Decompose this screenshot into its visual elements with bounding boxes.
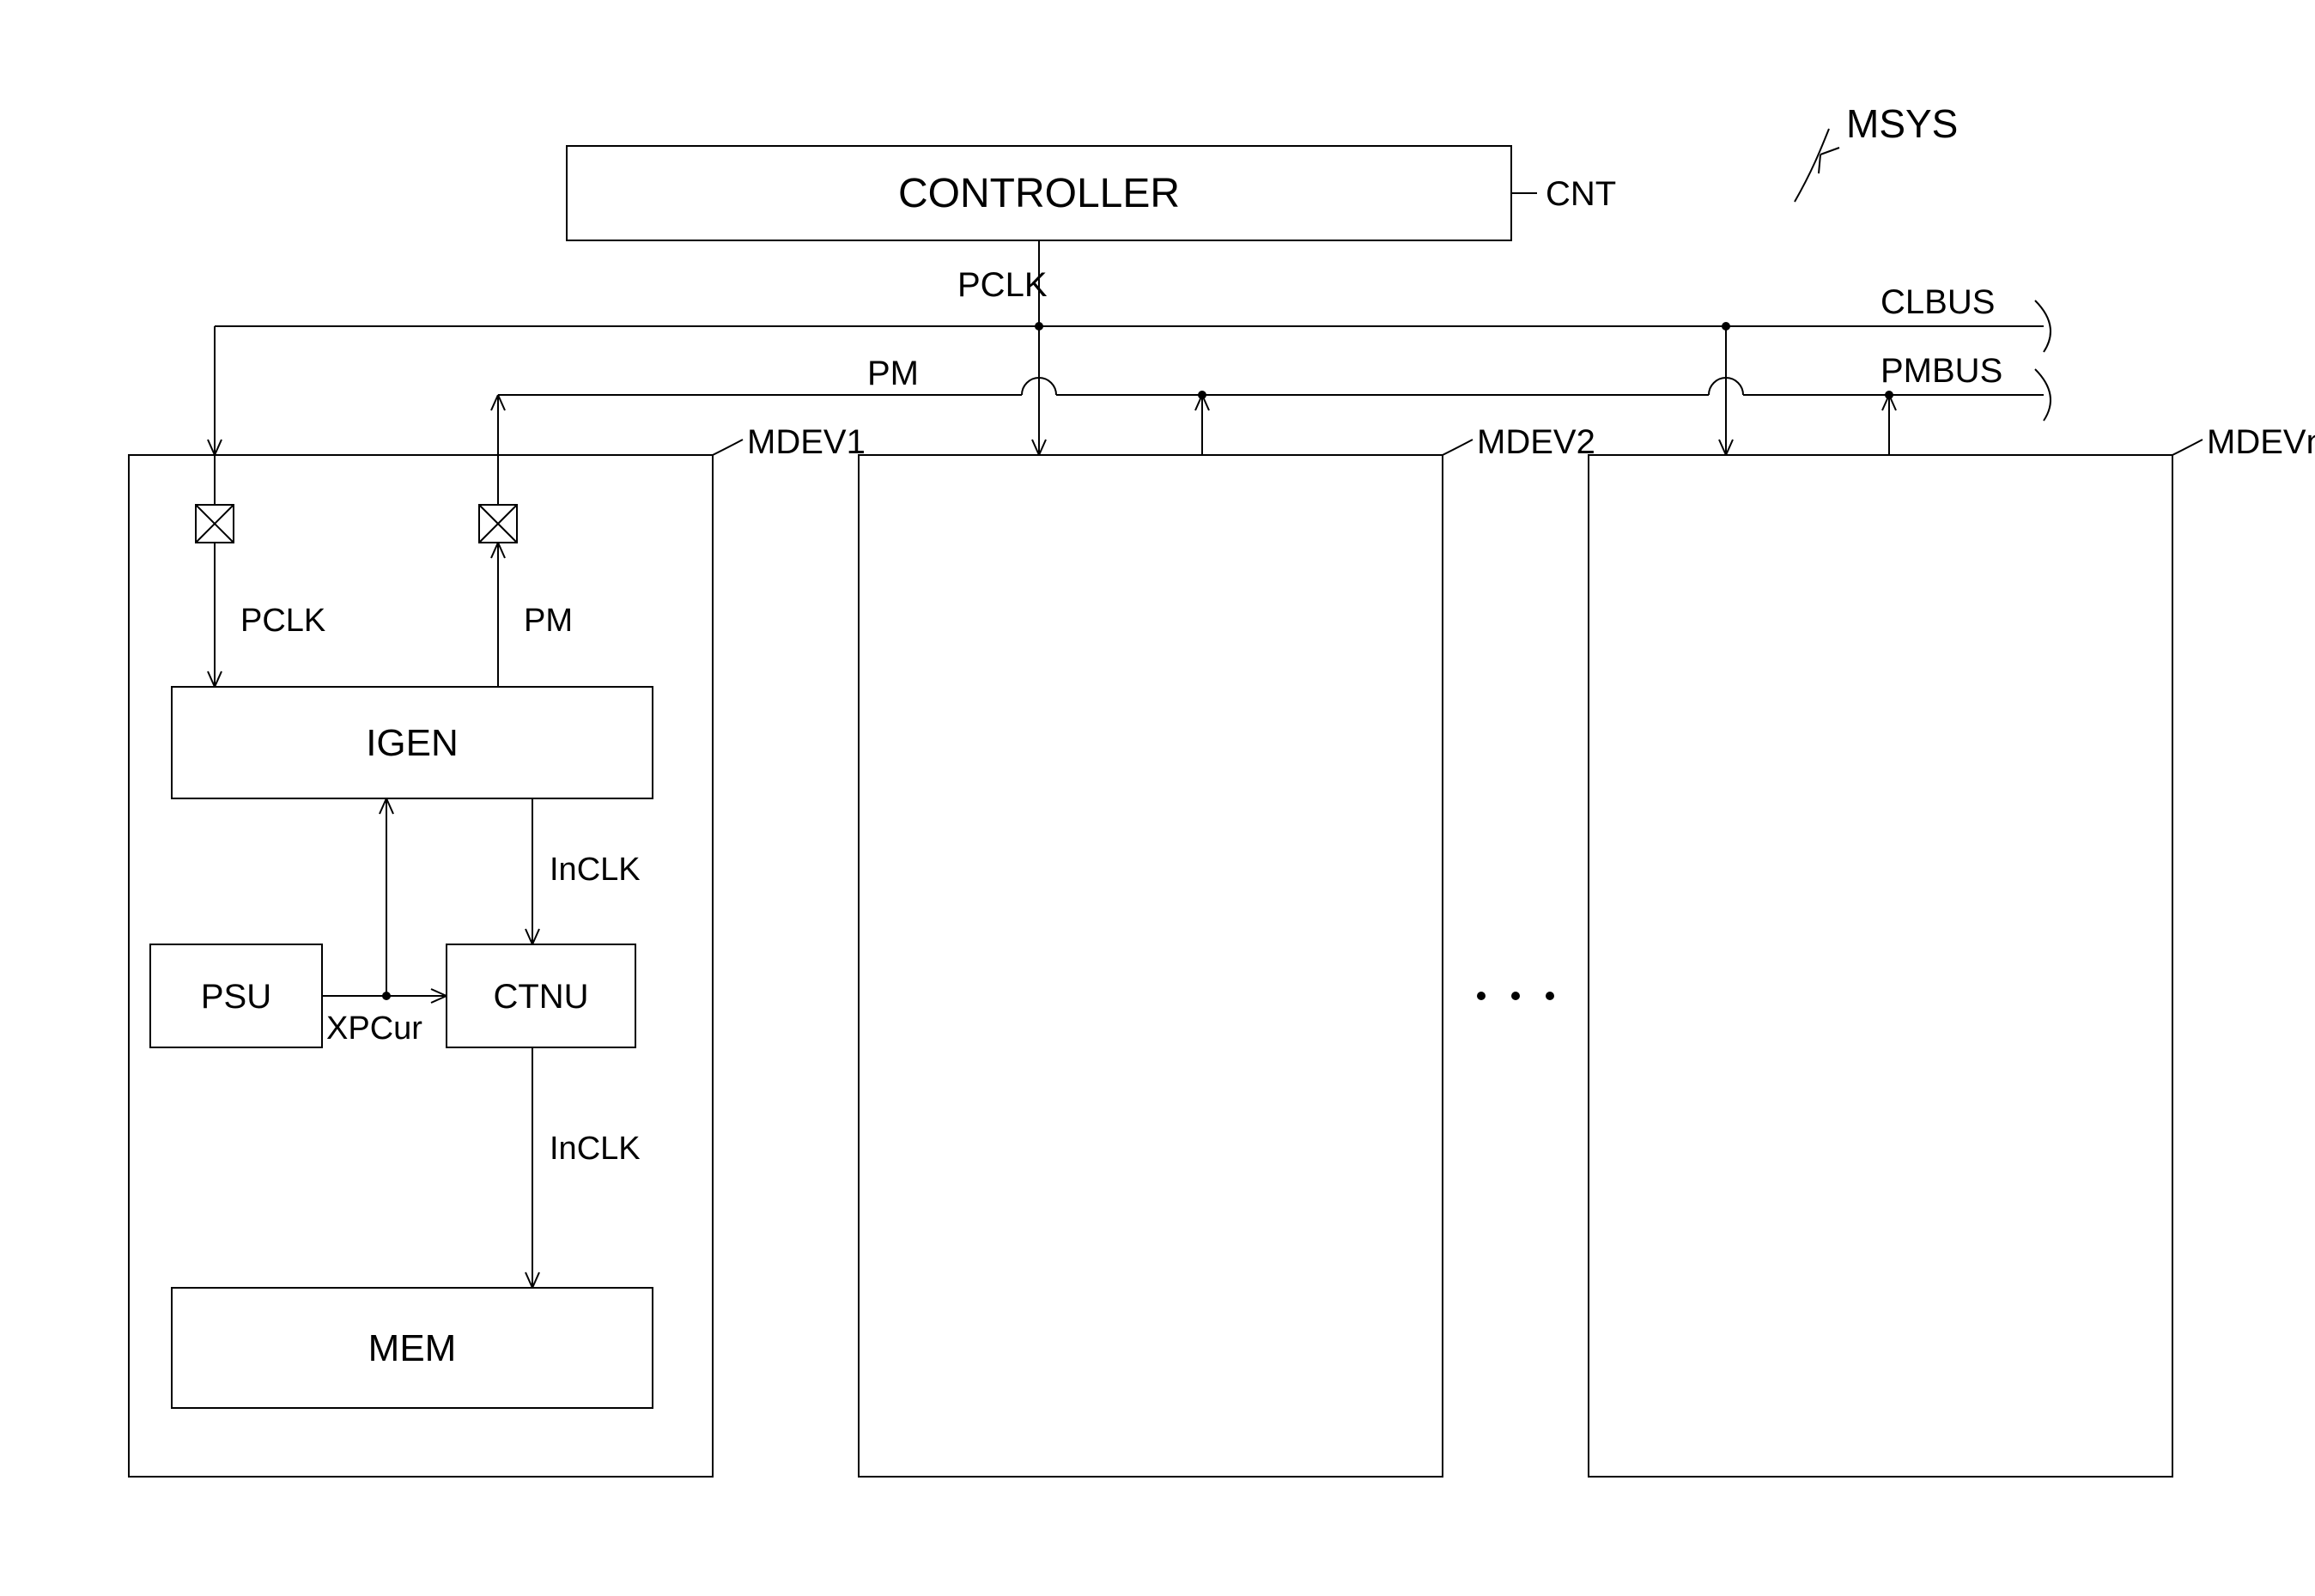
pm-internal-label: PM	[524, 603, 573, 639]
xpcur-label: XPCur	[326, 1010, 422, 1047]
mdevn-box	[1589, 455, 2172, 1477]
ctnu-label: CTNU	[493, 978, 588, 1016]
inclk1-label: InCLK	[550, 852, 641, 888]
mem-label: MEM	[368, 1327, 457, 1369]
cnt-label: CNT	[1546, 175, 1616, 213]
pm-label: PM	[867, 355, 919, 392]
mdev2-box	[859, 455, 1443, 1477]
mdev1-box-label: MDEV1	[747, 423, 866, 461]
inclk2-label: InCLK	[550, 1131, 641, 1167]
msys-label: MSYS	[1846, 101, 1958, 146]
mdev2-box-label: MDEV2	[1477, 423, 1595, 461]
pclk-internal-label: PCLK	[240, 603, 325, 639]
psu-label: PSU	[201, 978, 271, 1016]
pmbus-label: PMBUS	[1881, 352, 2002, 390]
clbus-label: CLBUS	[1881, 283, 1995, 321]
igen-label: IGEN	[366, 722, 459, 764]
controller-label: CONTROLLER	[898, 171, 1180, 216]
mdevn-box-label: MDEVn	[2207, 423, 2315, 461]
mdev1-box	[129, 455, 713, 1477]
pclk-bus-label: PCLK	[957, 266, 1048, 304]
